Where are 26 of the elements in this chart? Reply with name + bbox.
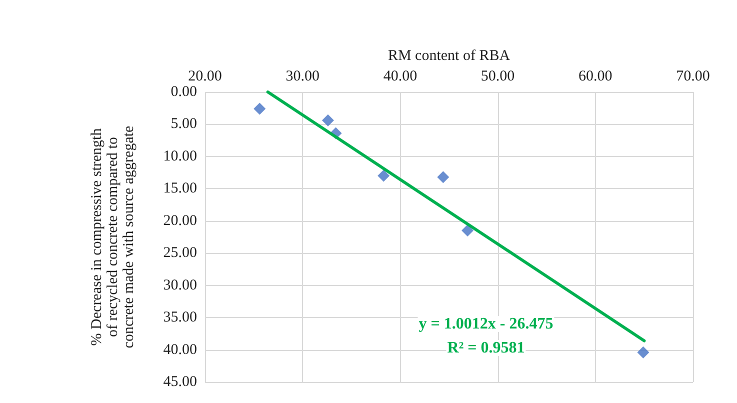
y-tick-label: 25.00	[163, 245, 197, 262]
y-tick-label: 0.00	[170, 84, 197, 100]
point	[378, 170, 390, 182]
y-tick-label: 35.00	[163, 310, 197, 326]
x-axis-title: RM content of RBA	[388, 48, 510, 64]
point	[254, 102, 266, 115]
annotation: y = 1.0012x - 26.475	[418, 316, 554, 332]
y-tick-label: 40.00	[163, 342, 197, 358]
y-tick-label: 15.00	[163, 180, 197, 197]
y-tick-label: 45.00	[163, 374, 197, 390]
point	[462, 224, 474, 237]
point	[322, 114, 334, 126]
y-axis-title: % Decrease in compressive strength of recycled concrete compared to concrete made with source aggregate	[89, 125, 137, 348]
y-tick-label: 20.00	[163, 212, 197, 229]
x-tick-label: 60.00	[578, 68, 612, 84]
y-tick-label: 5.00	[170, 116, 197, 132]
x-tick-label: 70.00	[676, 68, 710, 84]
x-tick-label: 40.00	[383, 68, 418, 84]
point	[437, 171, 450, 184]
x-tick-label: 30.00	[286, 68, 320, 84]
x-tick-label: 50.00	[480, 68, 515, 84]
y-tick-label: 30.00	[163, 277, 197, 294]
annotation: R² = 0.9581	[447, 340, 525, 356]
point	[637, 346, 650, 358]
x-tick-label: 20.00	[188, 68, 222, 84]
y-tick-label: 10.00	[163, 148, 197, 164]
